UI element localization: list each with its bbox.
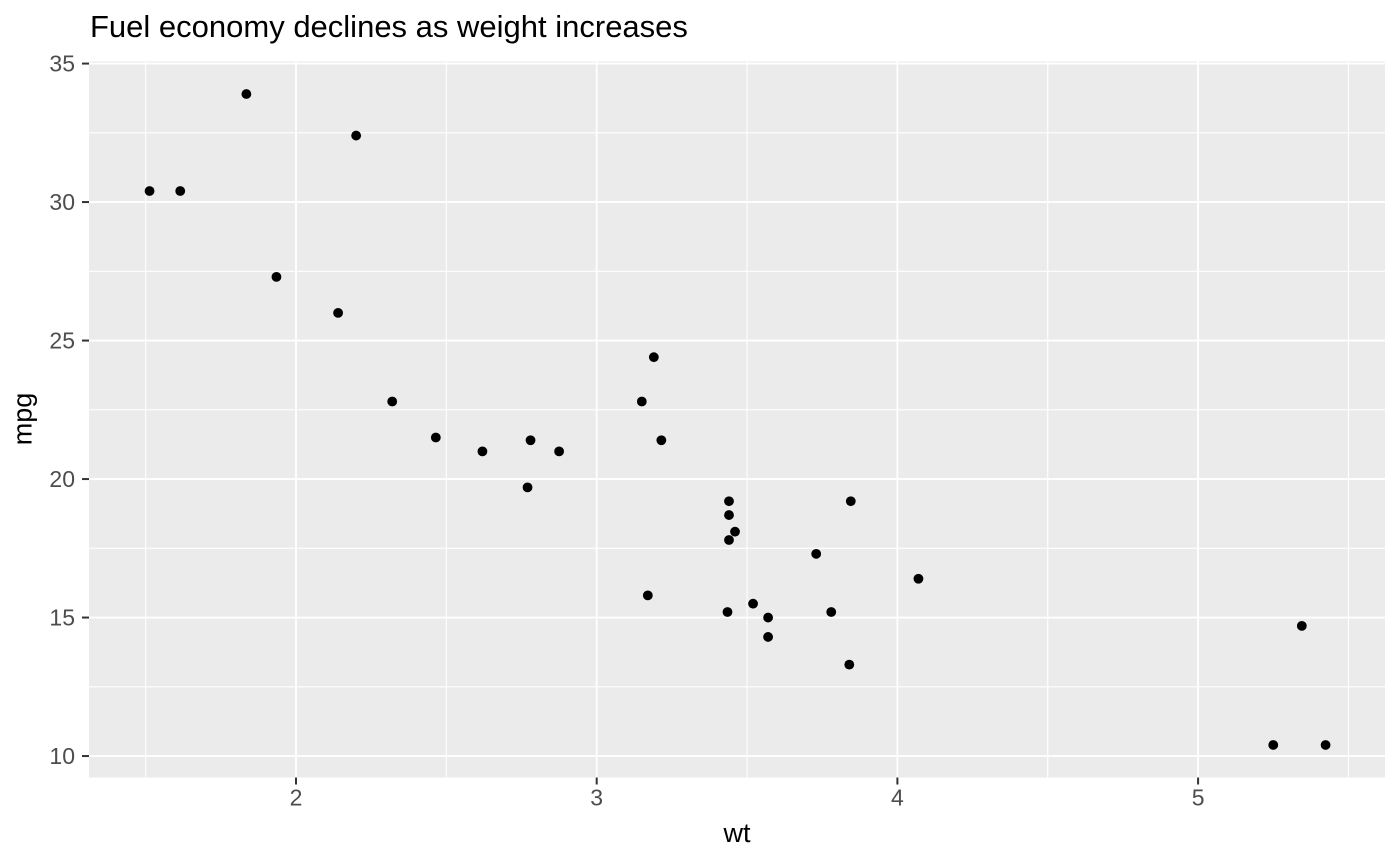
x-tick-label: 2 [290, 785, 303, 811]
data-point [522, 482, 533, 493]
data-points [144, 89, 1331, 750]
data-point [826, 607, 837, 617]
data-point [241, 89, 252, 99]
data-point [913, 573, 924, 584]
data-point [175, 186, 186, 196]
data-point [387, 396, 398, 407]
data-point [1268, 740, 1279, 750]
data-point [648, 352, 659, 363]
x-tick-label: 3 [590, 785, 603, 811]
data-point [1320, 740, 1331, 750]
data-point [351, 130, 362, 141]
data-point [642, 590, 653, 601]
data-point [724, 535, 734, 545]
data-point [730, 526, 740, 537]
data-point [271, 271, 282, 282]
axis-tick-marks [82, 62, 1200, 785]
data-point [844, 659, 855, 670]
data-point [636, 396, 647, 407]
data-point [477, 446, 488, 457]
x-tick-labels: 2 3 4 5 [290, 785, 1205, 811]
data-point [430, 432, 441, 443]
data-point [554, 446, 565, 457]
data-point [763, 612, 773, 623]
y-tick-label: 30 [49, 189, 75, 215]
y-tick-label: 25 [49, 328, 75, 354]
x-tick-label: 5 [1192, 785, 1205, 811]
y-tick-label: 10 [49, 743, 75, 769]
y-tick-labels: 10 15 20 25 30 35 [49, 51, 75, 769]
x-tick-label: 4 [891, 785, 904, 811]
major-gridlines [89, 61, 1385, 778]
data-point [1296, 620, 1307, 631]
data-point [333, 307, 343, 318]
y-tick-label: 35 [49, 51, 75, 77]
data-point [144, 186, 155, 196]
data-point [525, 435, 536, 446]
data-point [724, 510, 734, 520]
minor-gridlines [89, 61, 1385, 778]
data-point [656, 435, 667, 446]
data-point [811, 548, 822, 559]
panel-background [89, 61, 1385, 778]
data-point [845, 496, 856, 507]
y-tick-label: 20 [49, 466, 75, 492]
chart-title: Fuel economy declines as weight increase… [90, 9, 688, 44]
data-point [748, 598, 758, 609]
x-axis-title: wt [723, 818, 751, 848]
data-point [763, 632, 773, 642]
data-point [722, 607, 733, 617]
data-point [724, 496, 734, 507]
y-tick-label: 15 [49, 605, 75, 631]
